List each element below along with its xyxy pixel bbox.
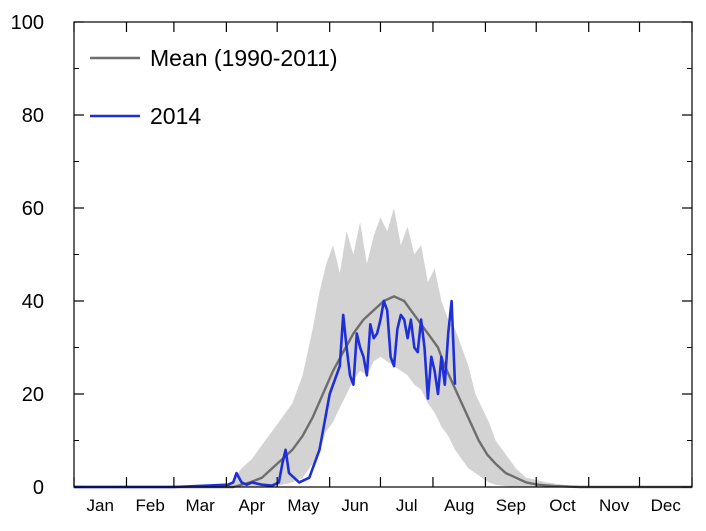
y-tick-label: 80 xyxy=(22,105,44,127)
x-tick-label: Jul xyxy=(396,496,418,515)
x-tick-label: Sep xyxy=(496,496,526,515)
y-tick-label: 0 xyxy=(33,477,44,499)
x-tick-label: Jan xyxy=(87,496,114,515)
x-tick-label: Aug xyxy=(444,496,474,515)
y-tick-label: 100 xyxy=(11,12,44,34)
x-tick-label: May xyxy=(287,496,320,515)
range-band-layer xyxy=(74,208,692,487)
x-tick-label: Mar xyxy=(185,496,215,515)
x-tick-label: Apr xyxy=(239,496,266,515)
x-tick-label: Jun xyxy=(341,496,368,515)
x-tick-label: Oct xyxy=(549,496,576,515)
series-lines-layer xyxy=(74,295,692,489)
range-band-area xyxy=(74,208,692,487)
y-tick-label: 60 xyxy=(22,198,44,220)
legend-label-2014: 2014 xyxy=(150,103,201,129)
legend-label-mean: Mean (1990-2011) xyxy=(150,45,338,71)
y-tick-label: 40 xyxy=(22,291,44,313)
series-line-2014 xyxy=(74,299,457,489)
y-tick-label: 20 xyxy=(22,384,44,406)
x-tick-label: Dec xyxy=(651,496,682,515)
x-tick-label: Feb xyxy=(136,496,165,515)
legend: Mean (1990-2011) 2014 xyxy=(90,45,338,129)
axes-layer: 0 20 40 60 80 100 Jan Feb Mar Apr May Jun Jul Aug Sep O… xyxy=(11,12,693,515)
series-line-mean xyxy=(74,295,692,489)
x-tick-label: Nov xyxy=(599,496,630,515)
